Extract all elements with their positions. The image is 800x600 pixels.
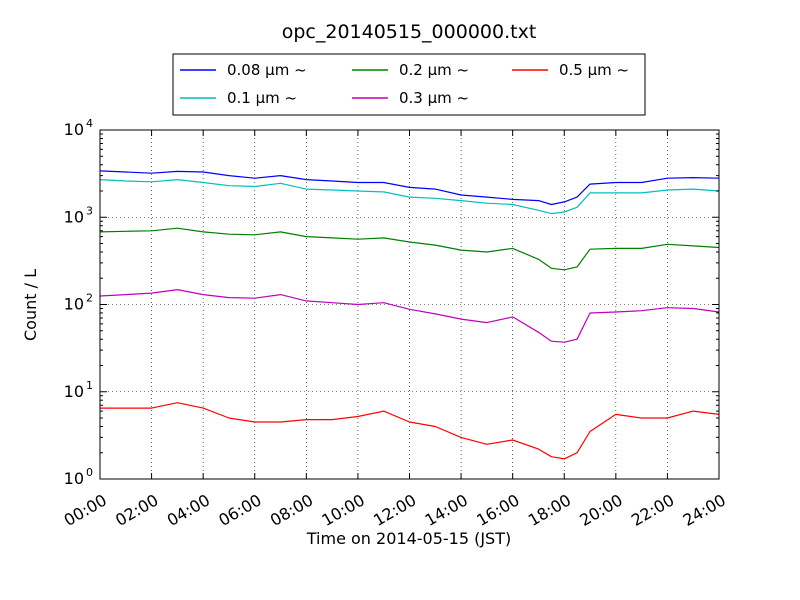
x-tick-label: 08:00 (267, 490, 316, 530)
legend: 0.08 μm ~ 0.1 μm ~ 0.2 μm ~ 0.3 μm ~ 0.5 μm … (172, 53, 646, 116)
legend-label: 0.08 μm ~ (227, 61, 307, 79)
x-tick-label: 20:00 (576, 490, 625, 530)
x-tick-label: 22:00 (628, 490, 677, 530)
axis-ticks: 00:00 02:00 04:00 06:00 08:00 10:00 12:00 14:00… (61, 117, 729, 530)
legend-label: 0.2 μm ~ (399, 61, 469, 79)
legend-label: 0.5 μm ~ (559, 61, 629, 79)
x-tick-label: 16:00 (473, 490, 522, 530)
y-tick-label: 10 (64, 207, 84, 226)
series-line (99, 179, 720, 215)
x-tick-label: 14:00 (422, 490, 471, 530)
x-tick-label: 10:00 (318, 490, 367, 530)
x-tick-label: 02:00 (112, 490, 161, 530)
y-tick-label: 10 (64, 469, 84, 488)
x-tick-label: 06:00 (215, 490, 264, 530)
y-tick-exponent: 4 (86, 117, 93, 130)
x-tick-label: 12:00 (370, 490, 419, 530)
y-tick-exponent: 0 (86, 466, 93, 479)
y-tick-exponent: 3 (86, 204, 93, 217)
x-tick-label: 24:00 (680, 490, 729, 530)
legend-label: 0.3 μm ~ (399, 89, 469, 107)
series-line (99, 289, 720, 343)
plot-series (99, 170, 720, 460)
y-tick-label: 10 (64, 120, 84, 139)
x-tick-label: 04:00 (164, 490, 213, 530)
y-tick-exponent: 1 (86, 379, 93, 392)
y-tick-label: 10 (64, 382, 84, 401)
series-line (100, 402, 720, 460)
series-line (99, 227, 720, 271)
x-tick-label: 18:00 (525, 490, 574, 530)
x-axis-label: Time on 2014-05-15 (JST) (306, 529, 511, 548)
series-line (99, 170, 720, 206)
y-tick-exponent: 2 (86, 292, 93, 305)
legend-label: 0.1 μm ~ (227, 89, 297, 107)
y-axis-label: Count / L (21, 269, 40, 341)
y-tick-label: 10 (64, 295, 84, 314)
legend-box (172, 53, 646, 116)
chart-title: opc_20140515_000000.txt (282, 21, 537, 43)
x-tick-label: 00:00 (61, 490, 110, 530)
